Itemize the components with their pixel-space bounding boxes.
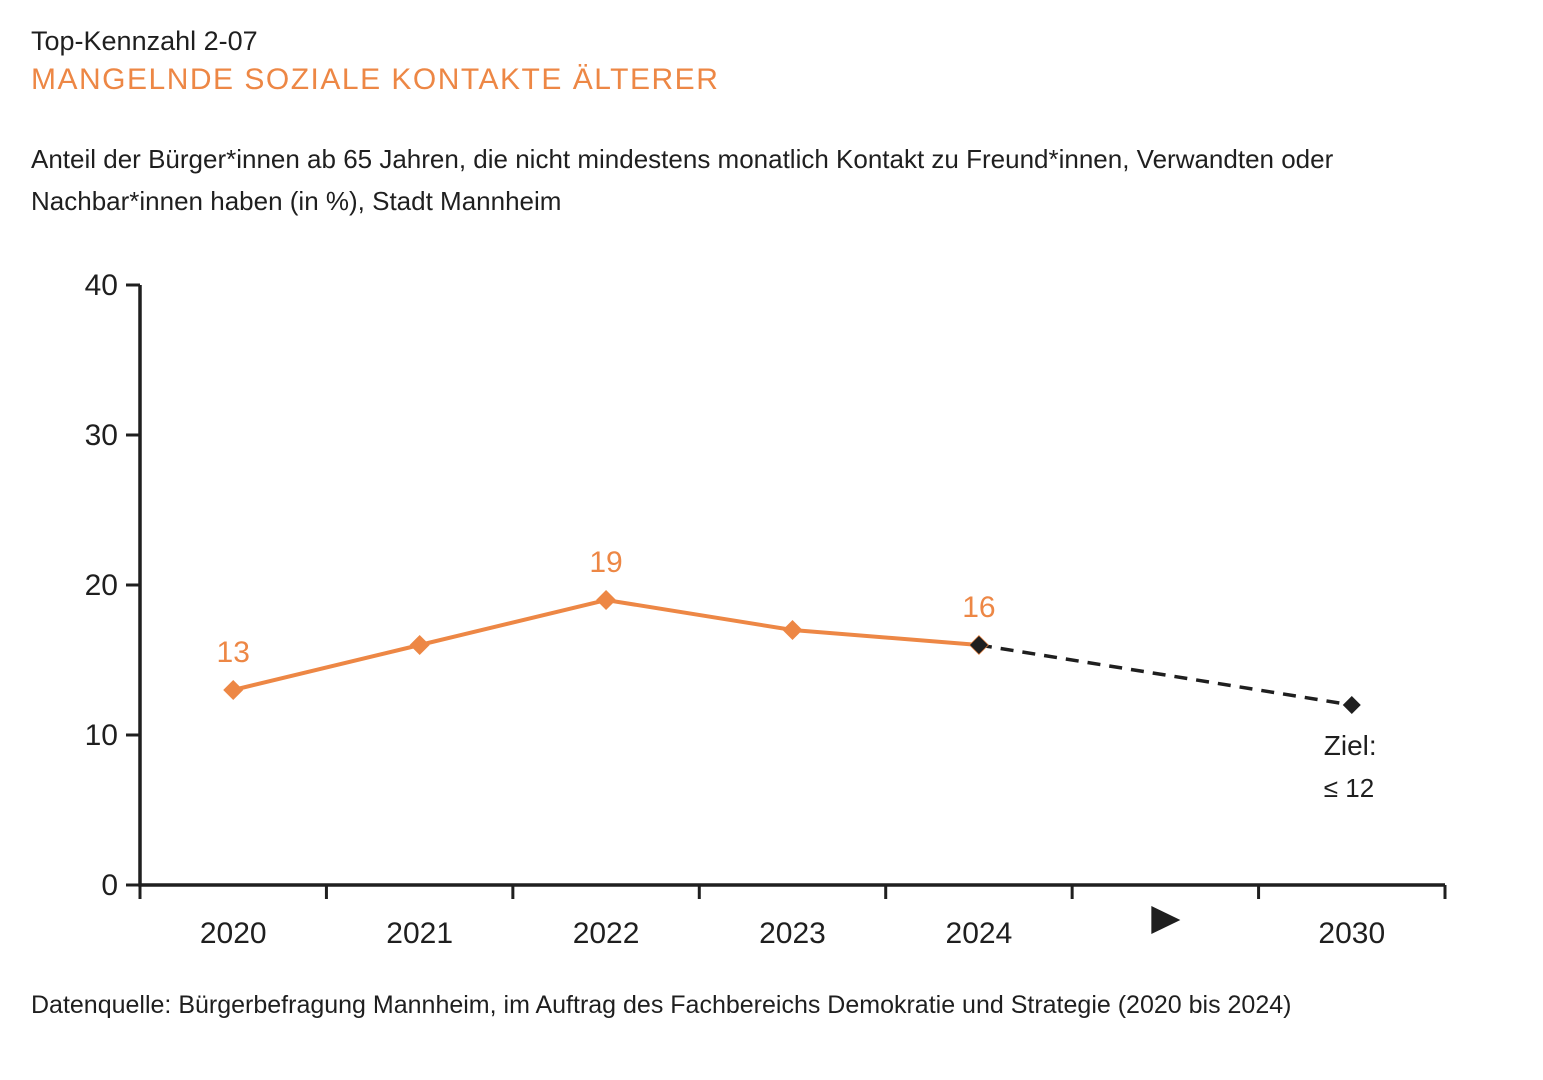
target-point-marker xyxy=(969,636,988,654)
chart-description-line-2: Nachbar*innen haben (in %), Stadt Mannhe… xyxy=(31,186,562,216)
x-axis-tick-label: 2021 xyxy=(386,917,453,950)
data-point-label: 19 xyxy=(589,546,622,579)
y-axis-tick-label: 10 xyxy=(85,719,118,752)
target-annotation-label: Ziel: xyxy=(1324,730,1377,761)
series-line-observed xyxy=(232,597,980,692)
data-source-note: Datenquelle: Bürgerbefragung Mannheim, i… xyxy=(31,991,1292,1019)
y-axis-tick-label: 0 xyxy=(101,869,118,902)
x-axis-tick-label: 2024 xyxy=(946,917,1013,950)
target-point-marker xyxy=(1342,696,1361,714)
data-point-marker xyxy=(409,635,430,655)
report-kicker: Top-Kennzahl 2-07 xyxy=(31,26,258,56)
axis-lines xyxy=(138,285,1445,887)
series-line-target xyxy=(978,643,1353,707)
data-point-marker xyxy=(596,590,617,610)
target-annotation-value: ≤ 12 xyxy=(1324,773,1374,803)
x-axis-tick-label: 2022 xyxy=(573,917,640,950)
data-point-label: 16 xyxy=(962,591,995,624)
forward-triangle-icon xyxy=(1151,906,1181,934)
x-axis-tick-label: 2023 xyxy=(759,917,826,950)
y-axis-tick-label: 20 xyxy=(85,569,118,602)
x-axis-tick-label: 2030 xyxy=(1318,917,1385,950)
data-point-marker xyxy=(782,620,803,640)
data-point-marker xyxy=(223,680,244,700)
chart-description-line-1: Anteil der Bürger*innen ab 65 Jahren, di… xyxy=(31,144,1334,174)
chart-description: Anteil der Bürger*innen ab 65 Jahren, di… xyxy=(31,138,1333,222)
data-point-label: 13 xyxy=(217,636,250,669)
y-axis-tick-label: 40 xyxy=(85,269,118,302)
y-axis-tick-label: 30 xyxy=(85,419,118,452)
x-axis-tick-label: 2020 xyxy=(200,917,267,950)
page-title: MANGELNDE SOZIALE KONTAKTE ÄLTERER xyxy=(31,63,720,96)
